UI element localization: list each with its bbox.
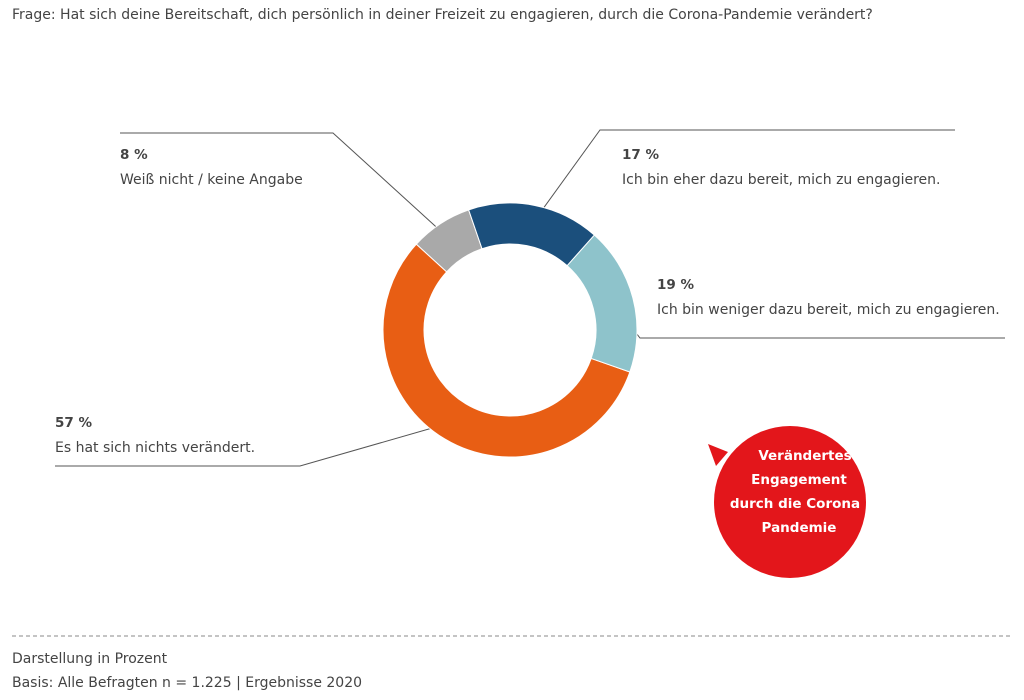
leader-line: [55, 420, 456, 467]
callout-line: durch die Corona: [730, 496, 860, 512]
leader-line: [530, 129, 955, 226]
value-label: 8 %: [120, 147, 148, 163]
value-label: 19 %: [657, 277, 694, 293]
footer-line: Darstellung in Prozent: [12, 651, 168, 667]
value-label: 57 %: [55, 415, 92, 431]
category-label: Weiß nicht / keine Angabe: [120, 172, 303, 188]
category-label: Es hat sich nichts verändert.: [55, 440, 255, 456]
callout-tail: [708, 444, 728, 466]
callout-line: Pandemie: [762, 520, 837, 536]
donut-segment: [468, 202, 596, 267]
callout-line: Engagement: [751, 472, 847, 488]
category-label: Ich bin weniger dazu bereit, mich zu eng…: [657, 302, 1000, 318]
category-label: Ich bin eher dazu bereit, mich zu engagi…: [622, 172, 940, 188]
callout-circle: [714, 426, 866, 578]
footer-line: Basis: Alle Befragten n = 1.225 | Ergebn…: [12, 675, 362, 691]
value-label: 17 %: [622, 147, 659, 163]
callout-line: Verändertes: [758, 448, 851, 464]
question: Frage: Hat sich deine Bereitschaft, dich…: [12, 7, 873, 23]
donut-segment: [382, 243, 631, 458]
leader-line: [120, 132, 452, 242]
donut-segment: [566, 234, 638, 373]
